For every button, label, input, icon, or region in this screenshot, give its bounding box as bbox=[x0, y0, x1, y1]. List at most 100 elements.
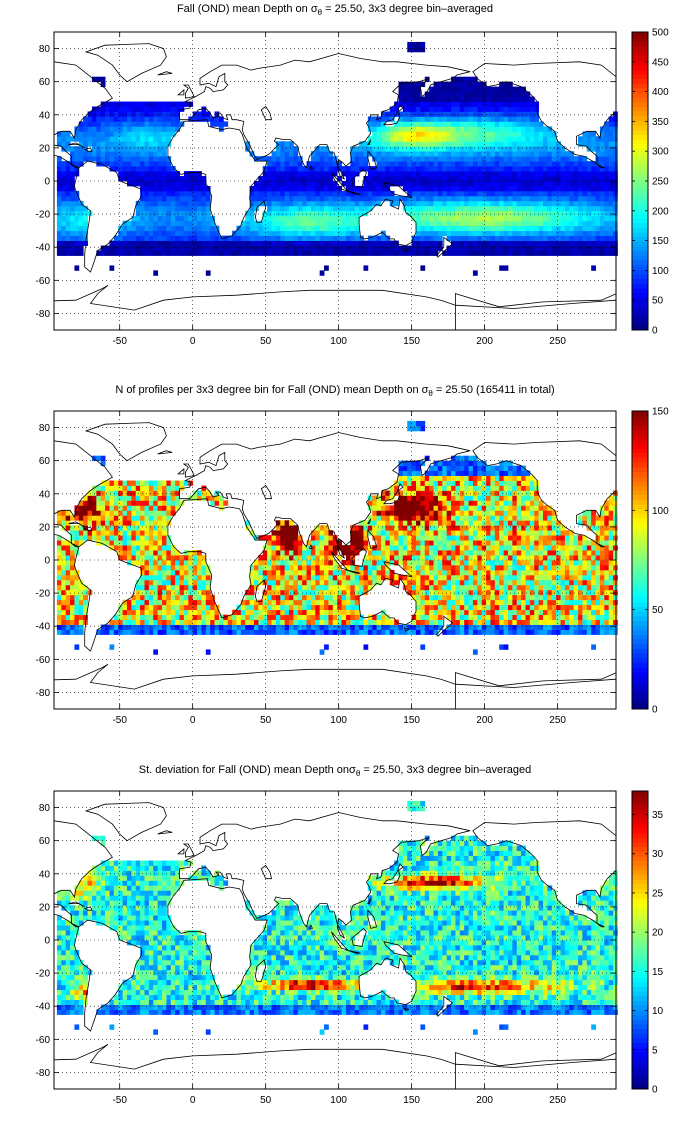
heatmap-cell bbox=[249, 200, 255, 207]
heatmap-cell bbox=[197, 176, 202, 182]
heatmap-cell bbox=[170, 171, 176, 177]
heatmap-cell bbox=[61, 560, 67, 566]
heatmap-cell bbox=[126, 619, 132, 625]
heatmap-cell bbox=[534, 141, 540, 147]
heatmap-cell bbox=[411, 569, 417, 576]
x-tick-label: 50 bbox=[260, 336, 272, 347]
heatmap-cell bbox=[197, 594, 202, 601]
heatmap-cell bbox=[275, 146, 281, 152]
heatmap-cell bbox=[573, 215, 579, 222]
heatmap-cell bbox=[459, 76, 465, 83]
heatmap-cell bbox=[258, 535, 264, 541]
heatmap-cell bbox=[74, 584, 80, 591]
heatmap-cell bbox=[573, 235, 579, 241]
heatmap-cell bbox=[345, 225, 351, 232]
heatmap-cell bbox=[595, 136, 601, 142]
heatmap-cell bbox=[310, 230, 316, 237]
heatmap-cell bbox=[227, 619, 233, 625]
heatmap-cell bbox=[525, 200, 531, 207]
heatmap-cell bbox=[516, 171, 522, 177]
heatmap-cell bbox=[253, 599, 259, 606]
heatmap-cell bbox=[424, 614, 430, 620]
heatmap-cell bbox=[105, 624, 110, 630]
heatmap-cell bbox=[78, 510, 84, 516]
heatmap-cell bbox=[87, 121, 93, 127]
heatmap-cell bbox=[262, 560, 268, 566]
heatmap-cell bbox=[529, 156, 535, 162]
heatmap-cell bbox=[521, 91, 526, 97]
heatmap-cell bbox=[582, 156, 588, 162]
heatmap-cell bbox=[122, 510, 128, 516]
heatmap-cell bbox=[280, 569, 286, 576]
heatmap-cell bbox=[162, 609, 167, 616]
heatmap-cell bbox=[271, 530, 277, 536]
heatmap-cell bbox=[65, 629, 71, 635]
heatmap-cell bbox=[437, 141, 443, 147]
heatmap-cell bbox=[402, 126, 408, 132]
heatmap-cell bbox=[170, 210, 176, 217]
heatmap-cell bbox=[481, 200, 487, 207]
coastline bbox=[367, 150, 378, 170]
heatmap-cell bbox=[507, 205, 513, 212]
heatmap-cell bbox=[411, 619, 417, 625]
heatmap-cell bbox=[293, 574, 299, 581]
heatmap-cell bbox=[372, 614, 377, 620]
heatmap-cell bbox=[341, 205, 347, 212]
heatmap-cell bbox=[83, 116, 88, 122]
colorbar-segment bbox=[632, 236, 648, 242]
heatmap-cell bbox=[289, 166, 294, 172]
heatmap-cell bbox=[83, 151, 88, 157]
heatmap-cell bbox=[529, 126, 535, 132]
heatmap-cell bbox=[350, 629, 356, 635]
heatmap-cell bbox=[451, 126, 456, 132]
heatmap-cell bbox=[569, 210, 575, 217]
heatmap-cell bbox=[363, 250, 369, 256]
heatmap-cell bbox=[284, 161, 290, 167]
heatmap-cell bbox=[538, 161, 544, 167]
heatmap-cell bbox=[521, 220, 526, 227]
heatmap-cell bbox=[100, 460, 106, 467]
heatmap-cell bbox=[494, 210, 500, 217]
heatmap-cell bbox=[306, 190, 312, 197]
heatmap-cell bbox=[380, 166, 386, 172]
heatmap-cell bbox=[162, 589, 167, 596]
heatmap-cell bbox=[407, 530, 413, 536]
heatmap-cell bbox=[319, 569, 325, 576]
heatmap-cell bbox=[105, 156, 110, 162]
heatmap-cell bbox=[613, 176, 618, 182]
heatmap-cell bbox=[144, 200, 150, 207]
heatmap-cell bbox=[429, 126, 434, 132]
heatmap-cell bbox=[608, 151, 614, 157]
heatmap-cell bbox=[389, 510, 395, 516]
heatmap-cell bbox=[170, 195, 176, 202]
heatmap-cell bbox=[411, 86, 417, 92]
heatmap-cell bbox=[289, 569, 294, 576]
heatmap-cell bbox=[604, 166, 610, 172]
heatmap-cell bbox=[87, 490, 93, 496]
heatmap-cell bbox=[560, 181, 566, 187]
heatmap-cell bbox=[118, 141, 124, 147]
heatmap-cell bbox=[416, 156, 421, 162]
heatmap-cell bbox=[328, 235, 334, 241]
heatmap-cell bbox=[380, 500, 386, 506]
heatmap-cell bbox=[280, 540, 286, 546]
heatmap-cell bbox=[543, 176, 548, 182]
heatmap-cell bbox=[293, 564, 299, 571]
heatmap-cell bbox=[564, 185, 570, 192]
heatmap-cell bbox=[183, 480, 189, 486]
heatmap-cell bbox=[91, 515, 97, 521]
heatmap-cell bbox=[345, 215, 351, 222]
heatmap-cell bbox=[65, 200, 71, 207]
heatmap-cell bbox=[135, 530, 141, 536]
heatmap-cell bbox=[70, 220, 75, 227]
heatmap-cell bbox=[367, 181, 373, 187]
heatmap-cell bbox=[131, 520, 137, 526]
heatmap-cell bbox=[420, 619, 426, 625]
heatmap-cell bbox=[556, 215, 561, 222]
heatmap-cell bbox=[324, 535, 329, 541]
heatmap-cell bbox=[437, 171, 443, 177]
heatmap-cell bbox=[135, 490, 141, 496]
heatmap-cell bbox=[122, 599, 128, 606]
heatmap-cell bbox=[529, 250, 535, 256]
heatmap-cell bbox=[280, 245, 286, 251]
